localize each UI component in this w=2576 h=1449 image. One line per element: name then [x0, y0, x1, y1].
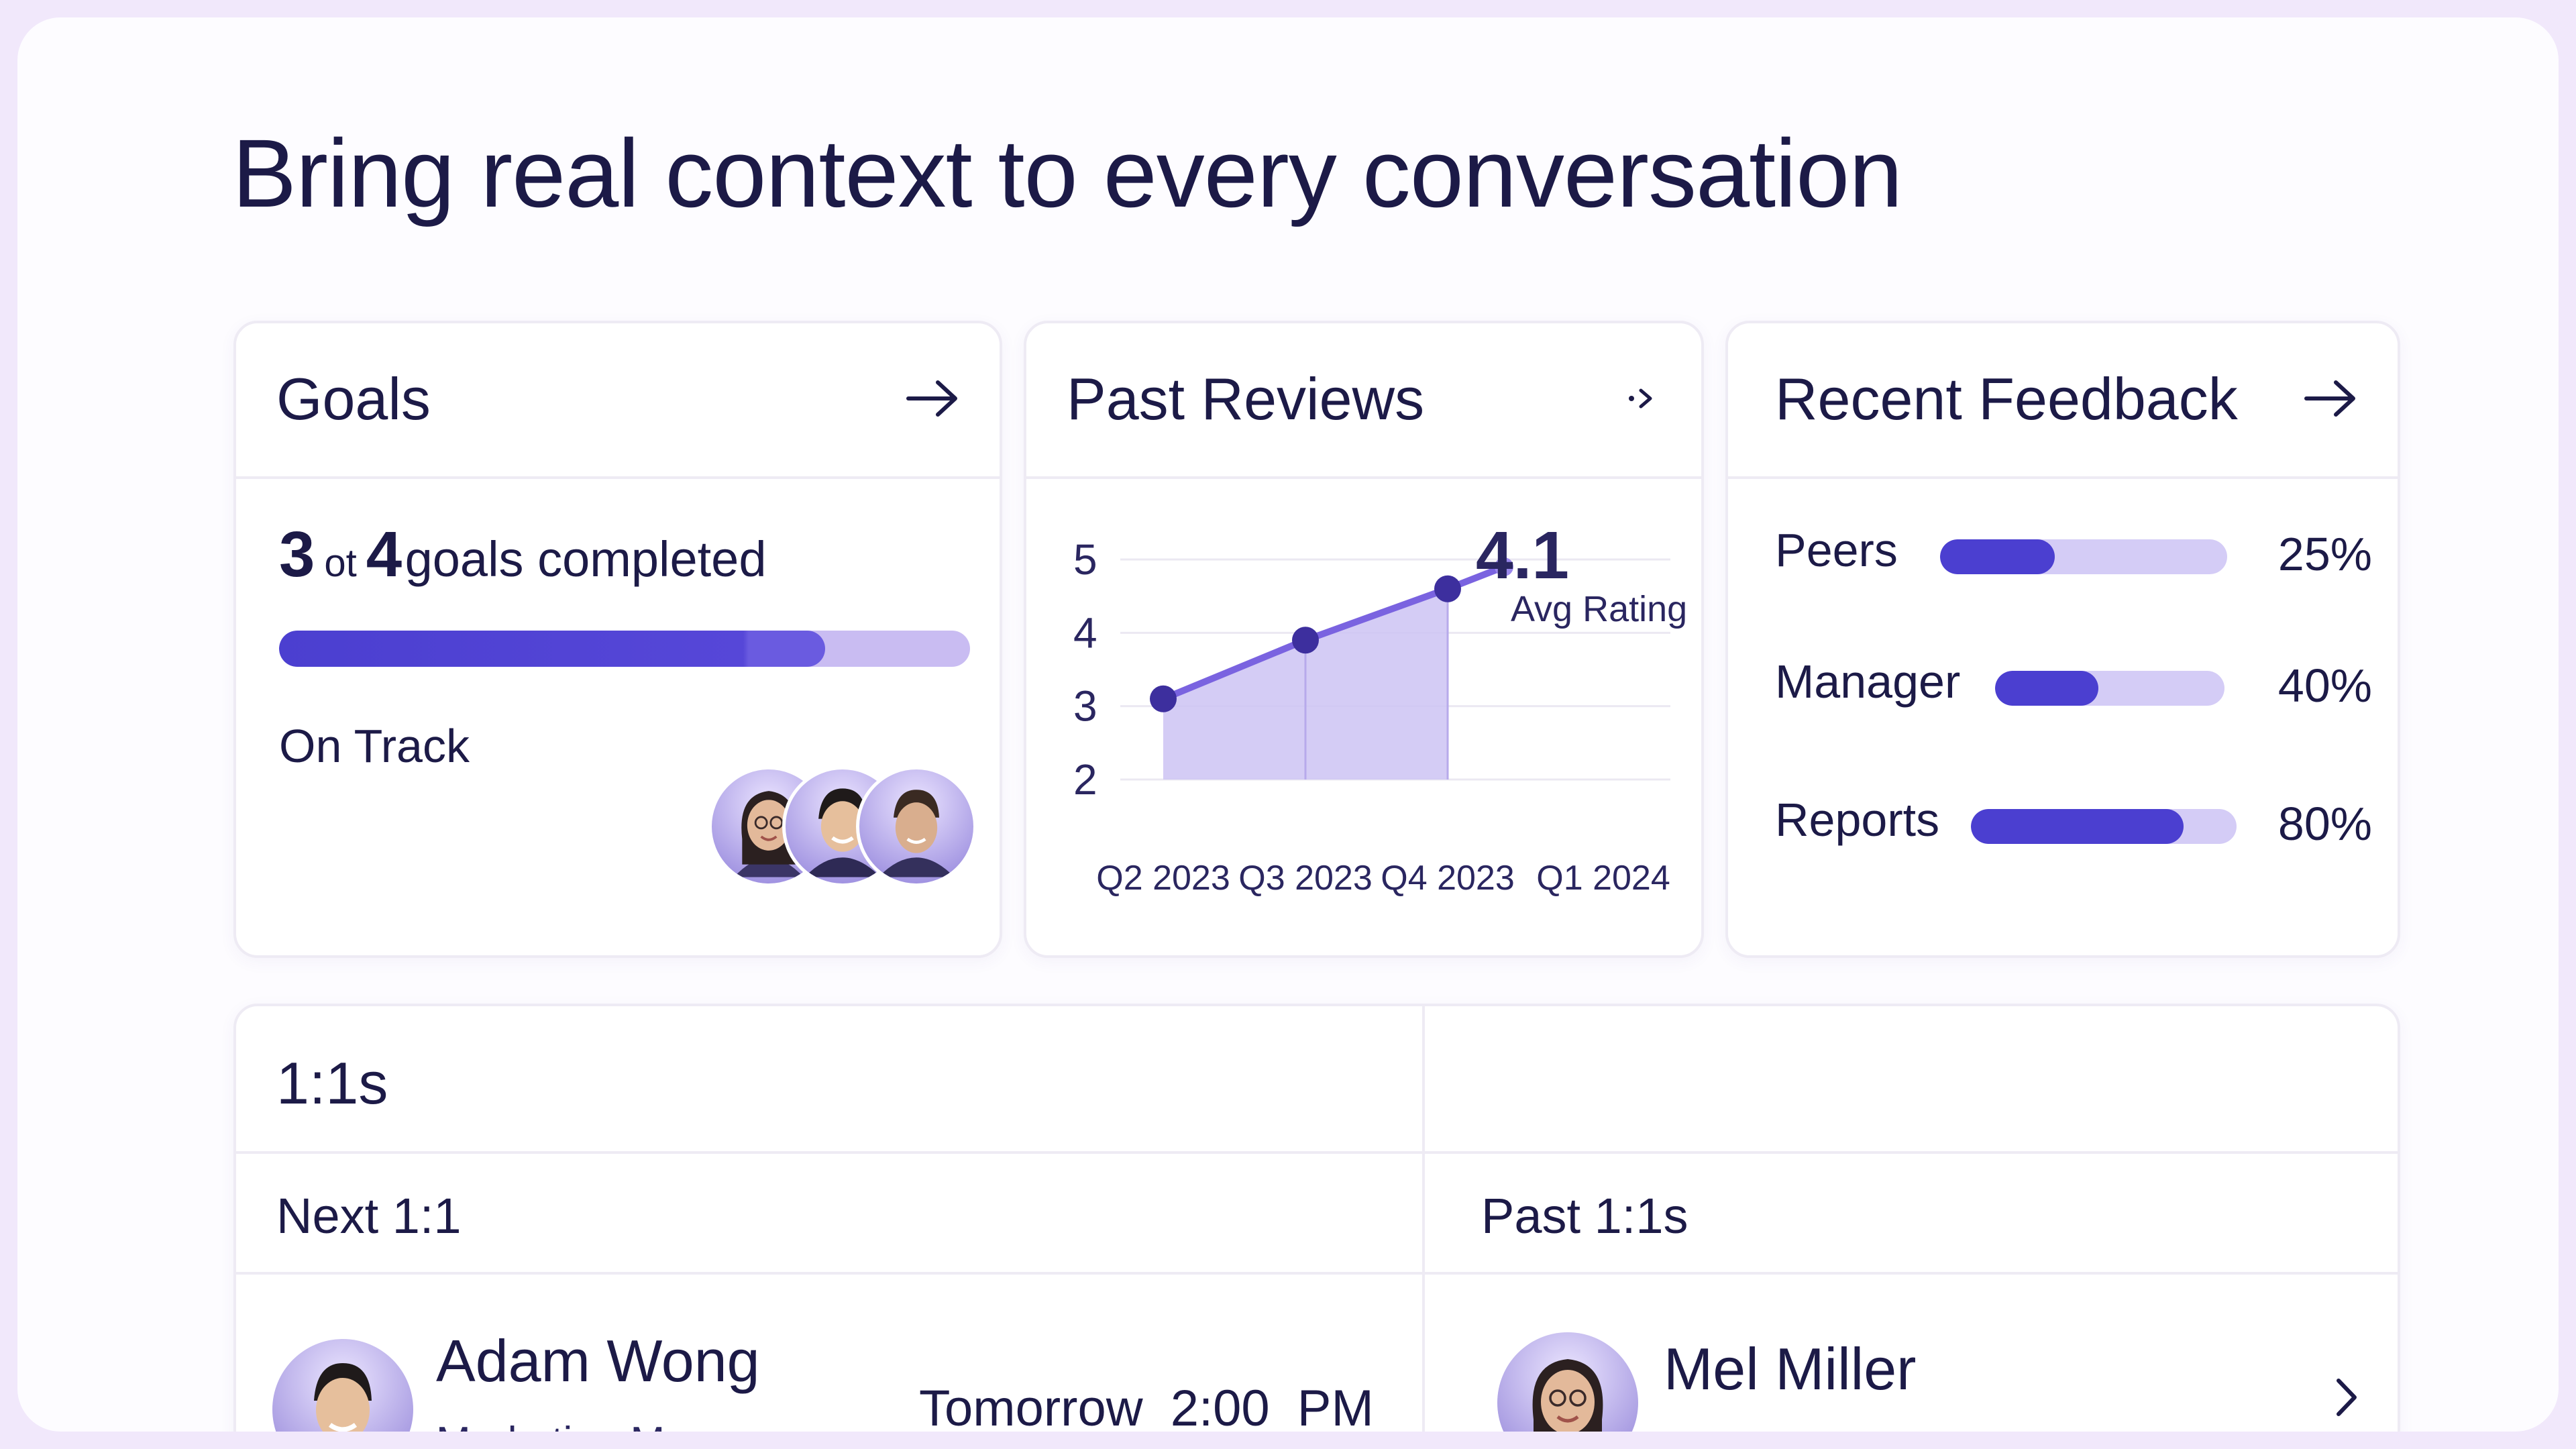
recent-feedback-header: Recent Feedback — [1728, 323, 2398, 479]
goals-card[interactable]: Goals 3 ot 4 goals completed On Track — [233, 321, 1002, 958]
avatar-group[interactable] — [708, 766, 977, 887]
y-tick-label: 2 — [1073, 755, 1097, 804]
feedback-bar — [1995, 671, 2224, 706]
avg-rating-label: Avg Rating — [1511, 589, 1687, 629]
reviews-chart: 2 3 4 5 Q2 2023 Q3 2023 Q4 2023 Q1 2024 4.1 Av… — [1073, 518, 1687, 898]
feedback-percent: 40% — [2277, 659, 2372, 712]
feedback-label: Reports — [1775, 794, 1940, 846]
arrow-right-icon[interactable] — [904, 374, 961, 423]
meeting-day: Tomorrow — [919, 1380, 1143, 1432]
goals-status: On Track — [279, 720, 470, 772]
y-tick-label: 3 — [1073, 682, 1097, 731]
feedback-row-reports: Reports 80% — [1775, 793, 2372, 860]
meeting-time: Tomorrow 2:00 PM — [919, 1379, 1374, 1432]
feedback-percent: 80% — [2277, 798, 2372, 850]
arrow-right-icon[interactable] — [2302, 374, 2359, 423]
app-frame: Bring real context to every conversation… — [17, 17, 2559, 1432]
past-reviews-card[interactable]: Past Reviews 2 3 4 5 Q2 2023 Q3 2023 Q4 2023 Q… — [1024, 321, 1704, 958]
series-line — [1162, 564, 1505, 702]
x-tick-label: Q1 2024 — [1536, 859, 1670, 898]
goals-of-word: ot — [324, 541, 357, 585]
avatar — [856, 766, 977, 887]
goals-progress-fill — [279, 631, 825, 667]
past-reviews-title: Past Reviews — [1067, 366, 1425, 432]
feedback-bar-fill — [1995, 671, 2098, 706]
meeting-clock: 2:00 PM — [1170, 1380, 1374, 1432]
next-one-on-one-heading: Next 1:1 — [276, 1188, 462, 1244]
feedback-bar-fill — [1940, 539, 2055, 574]
column-divider — [1422, 1006, 1425, 1432]
feedback-label: Peers — [1775, 524, 1898, 576]
one-on-ones-title: 1:1s — [276, 1050, 388, 1116]
goals-completed-count: 3 — [279, 519, 315, 590]
person-role: Marketing Manager — [436, 1418, 794, 1432]
goals-completed-summary: 3 ot 4 goals completed — [279, 518, 767, 592]
person-name: Adam Wong — [436, 1328, 760, 1394]
y-tick-label: 5 — [1073, 535, 1097, 584]
one-on-ones-card: 1:1s Next 1:1 Past 1:1s Adam Wong Market… — [233, 1004, 2400, 1432]
x-tick-label: Q4 2023 — [1381, 859, 1515, 898]
person-role: Senior Product Designer — [1664, 1426, 2116, 1432]
one-on-ones-header: 1:1s — [236, 1006, 2398, 1154]
goals-title: Goals — [276, 366, 431, 432]
feedback-bar — [1940, 539, 2227, 574]
goals-total-count: 4 — [366, 519, 402, 590]
past-reviews-header: Past Reviews — [1026, 323, 1701, 479]
recent-feedback-title: Recent Feedback — [1775, 366, 2238, 432]
avatar — [1497, 1332, 1638, 1432]
data-point — [1434, 575, 1461, 602]
feedback-row-peers: Peers 25% — [1775, 523, 2372, 590]
feedback-row-manager: Manager 40% — [1775, 655, 2372, 722]
feedback-percent: 25% — [2277, 528, 2372, 580]
past-one-on-ones-heading: Past 1:1s — [1481, 1188, 1688, 1244]
person-name: Mel Miller — [1664, 1336, 1917, 1402]
data-point — [1292, 627, 1319, 654]
chevron-right-icon[interactable] — [1622, 374, 1662, 423]
chevron-right-icon[interactable] — [2329, 1374, 2363, 1421]
avg-rating-value: 4.1 — [1476, 518, 1569, 593]
data-point — [1495, 557, 1513, 576]
one-on-ones-subheader: Next 1:1 Past 1:1s — [236, 1154, 2398, 1275]
recent-feedback-card[interactable]: Recent Feedback Peers 25% Manager 40% Re… — [1725, 321, 2400, 958]
goals-progress-bar — [279, 631, 970, 667]
x-tick-label: Q3 2023 — [1238, 859, 1373, 898]
goals-card-header: Goals — [236, 323, 1000, 479]
y-tick-label: 4 — [1073, 608, 1097, 657]
feedback-bar — [1971, 809, 2237, 844]
feedback-label: Manager — [1775, 655, 1961, 708]
feedback-bar-fill — [1971, 809, 2184, 844]
x-tick-label: Q2 2023 — [1096, 859, 1230, 898]
page-title: Bring real context to every conversation — [232, 119, 1902, 227]
data-point — [1150, 685, 1177, 712]
avatar — [272, 1339, 413, 1432]
goals-completed-label: goals completed — [405, 531, 767, 587]
